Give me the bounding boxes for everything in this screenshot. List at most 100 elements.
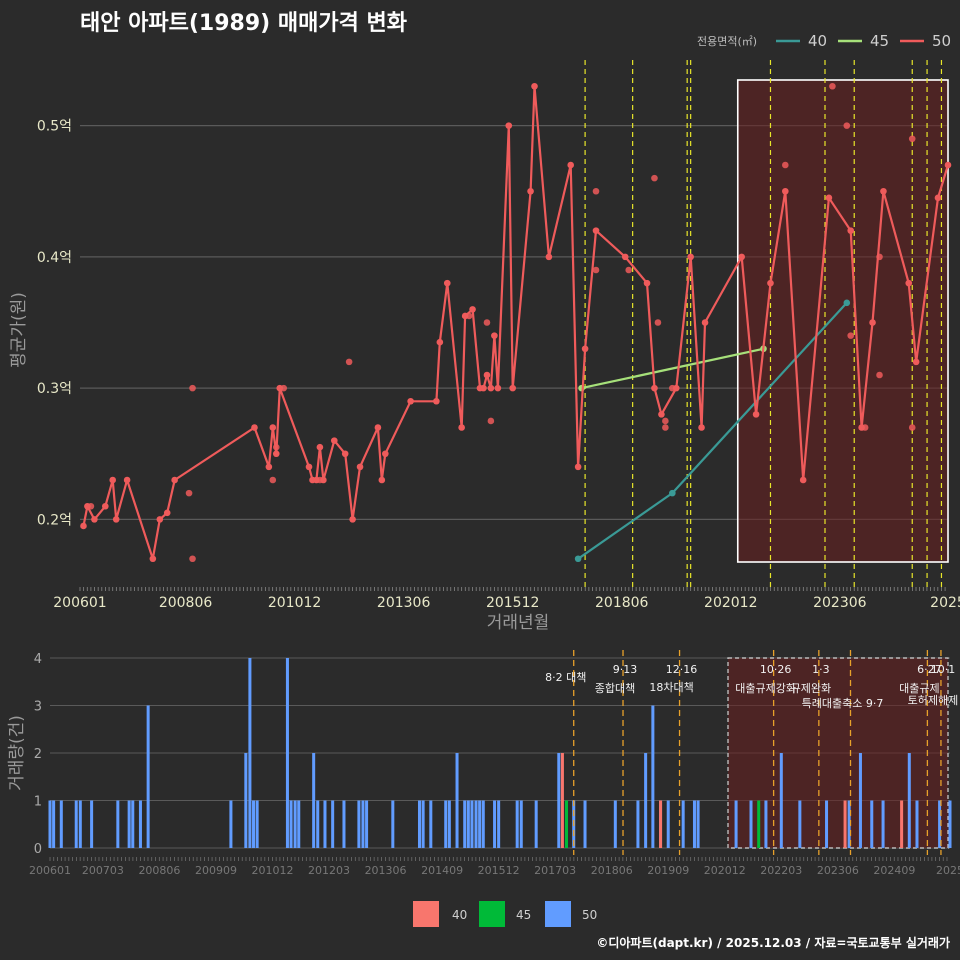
data-point-50: [163, 509, 171, 517]
scatter-point: [592, 187, 600, 195]
volume-bar-50: [455, 753, 459, 848]
volume-x-tick-label: 2025: [936, 864, 960, 877]
top-legend: 전용면적(㎡) 40 45 50: [697, 32, 951, 50]
volume-bar-50: [907, 753, 911, 848]
scatter-point: [189, 384, 196, 392]
volume-bar-50: [470, 800, 474, 848]
volume-x-tick-label: 201306: [365, 864, 407, 877]
volume-bar-50: [131, 800, 135, 848]
volume-bar-50: [297, 800, 301, 848]
volume-bar-40: [843, 800, 847, 848]
volume-bar-50: [948, 800, 952, 848]
data-point-50: [480, 384, 487, 392]
volume-y-axis-label: 거래량(건): [7, 715, 27, 791]
policy-date-label: 10·1: [931, 663, 956, 676]
data-point-50: [487, 384, 495, 392]
volume-bar-50: [316, 800, 320, 848]
volume-bar-50: [779, 753, 783, 848]
volume-bar-40: [900, 800, 904, 848]
volume-bar-50: [519, 800, 523, 848]
data-point-50: [858, 424, 865, 431]
data-point-50: [436, 338, 444, 346]
scatter-point: [189, 555, 196, 563]
volume-bar-50: [749, 800, 753, 848]
legend-label-40: 40: [808, 32, 827, 50]
scatter-point: [782, 161, 789, 169]
volume-x-tick-label: 202306: [817, 864, 859, 877]
volume-bar-50: [493, 800, 497, 848]
data-point-50: [382, 450, 389, 458]
volume-bar-50: [293, 800, 297, 848]
x-tick-label: 201012: [268, 595, 321, 611]
data-point-50: [592, 227, 600, 234]
volume-bar-50: [466, 800, 470, 848]
policy-name-label: 8·2 대책: [545, 671, 586, 684]
scatter-point: [847, 332, 855, 339]
volume-y-tick: 0: [34, 842, 42, 857]
data-point-40: [843, 299, 851, 307]
volume-bar-50: [361, 800, 365, 848]
data-point-50: [378, 476, 386, 484]
volume-bar-50: [825, 800, 829, 848]
volume-bar-50: [323, 800, 327, 848]
volume-bar-50: [870, 800, 874, 848]
data-point-50: [944, 161, 952, 169]
legend-label-45: 45: [870, 32, 889, 50]
data-point-50: [313, 476, 320, 484]
volume-bar-40: [659, 800, 663, 848]
volume-bar-50: [391, 800, 395, 848]
scatter-point: [269, 476, 277, 484]
data-point-50: [698, 424, 705, 431]
volume-bar-50: [651, 705, 655, 848]
scatter-point: [908, 135, 916, 143]
volume-bar-50: [138, 800, 142, 848]
volume-x-tick-label: 202409: [873, 864, 915, 877]
volume-bar-50: [52, 800, 56, 848]
data-point-50: [305, 463, 313, 471]
data-point-50: [156, 516, 164, 523]
bottom-legend-label-50: 50: [582, 908, 597, 922]
data-point-50: [91, 516, 98, 523]
volume-bar-50: [734, 800, 738, 848]
x-tick-label: 202012: [704, 595, 757, 611]
volume-bar-50: [696, 800, 700, 848]
data-point-50: [149, 555, 157, 563]
volume-bar-50: [798, 800, 802, 848]
data-point-40: [574, 555, 582, 563]
data-point-50: [461, 312, 469, 320]
scatter-point: [829, 82, 836, 90]
data-point-50: [799, 476, 807, 484]
volume-y-tick: 1: [34, 795, 42, 810]
data-point-50: [505, 122, 513, 129]
scatter-point: [592, 266, 600, 274]
data-point-50: [847, 227, 855, 234]
volume-bar-50: [636, 800, 640, 848]
scatter-point: [651, 174, 658, 182]
volume-bar-40: [560, 753, 564, 848]
data-point-50: [320, 476, 327, 484]
policy-name-label: 토허제해제: [908, 693, 959, 707]
legend-title: 전용면적(㎡): [697, 35, 757, 48]
volume-bar-50: [557, 753, 561, 848]
x-tick-label: 200601: [53, 595, 106, 611]
volume-bar-50: [847, 800, 851, 848]
volume-x-tick-label: 200909: [195, 864, 237, 877]
scatter-point: [487, 417, 495, 425]
policy-name-label: 18차대책: [649, 681, 693, 694]
volume-bar-50: [331, 800, 335, 848]
data-point-50: [934, 194, 942, 202]
scatter-point: [843, 122, 851, 129]
volume-bar-50: [478, 800, 482, 848]
volume-bar-50: [421, 800, 425, 848]
volume-y-tick: 2: [34, 747, 42, 762]
scatter-point: [876, 371, 883, 379]
volume-bar-50: [116, 800, 120, 848]
policy-date-label: 10·26: [760, 663, 792, 676]
data-point-50: [869, 319, 876, 326]
policy-name-label: 대출규제강화: [735, 682, 796, 695]
data-point-50: [752, 411, 760, 418]
y-tick-label: 0.4억: [37, 250, 72, 266]
policy-date-label: 1·3: [812, 663, 830, 676]
data-point-50: [112, 516, 120, 523]
